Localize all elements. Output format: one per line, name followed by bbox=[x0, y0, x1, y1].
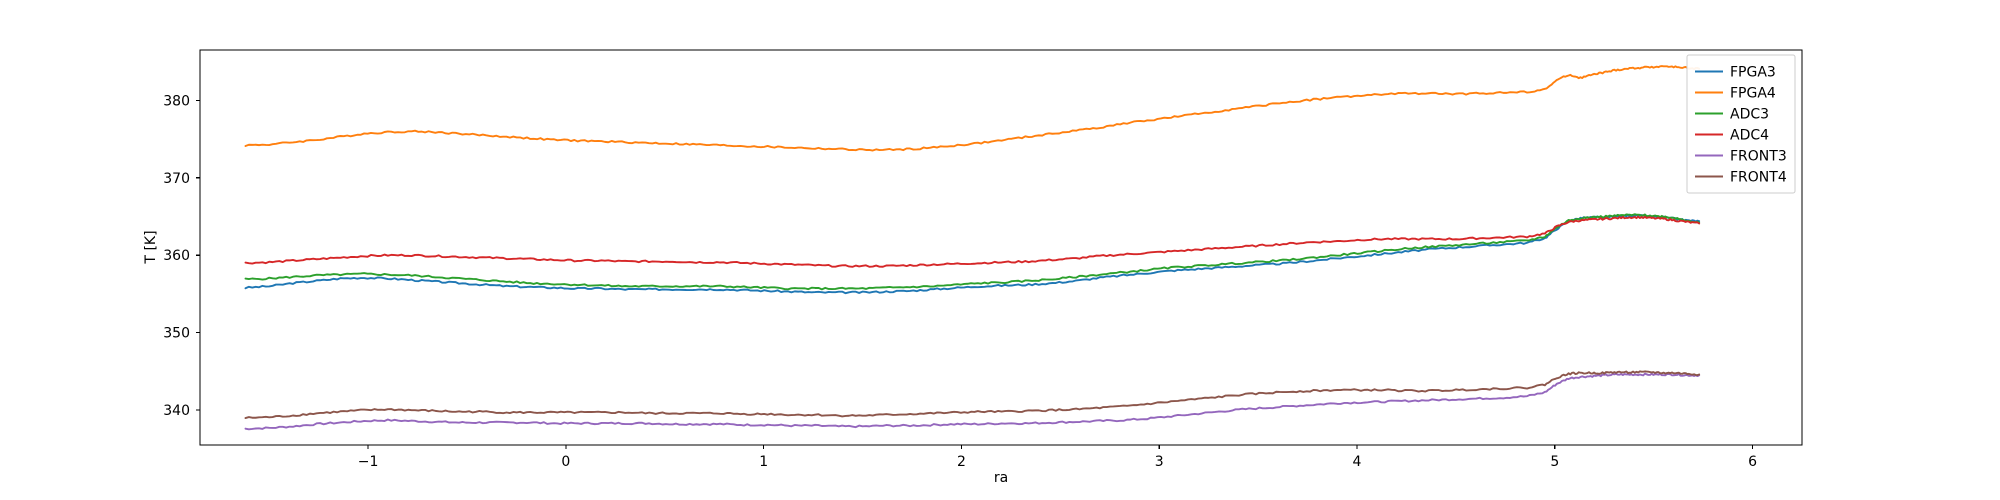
legend-label-front4[interactable]: FRONT4 bbox=[1730, 170, 1787, 186]
y-tick-label: 350 bbox=[163, 326, 190, 342]
axes-spines bbox=[199, 49, 1803, 446]
plot-border bbox=[199, 49, 1803, 446]
legend-label-front3[interactable]: FRONT3 bbox=[1730, 149, 1787, 165]
series-line-adc4 bbox=[244, 215, 1701, 268]
series-line-front4 bbox=[244, 370, 1701, 420]
y-axis-ticks: 340 350 360 370 380 bbox=[163, 93, 200, 419]
x-tick-label: 3 bbox=[1155, 454, 1164, 470]
y-axis-label: T [K] bbox=[143, 230, 159, 264]
legend-box bbox=[1686, 54, 1796, 194]
chart-legend: FPGA3 FPGA4 ADC3 ADC4 FRONT3 FRONT4 bbox=[1686, 54, 1796, 194]
x-tick-label: 2 bbox=[957, 454, 966, 470]
series-line-fpga4 bbox=[244, 65, 1701, 152]
x-tick-label: 5 bbox=[1550, 454, 1559, 470]
series-line-fpga3 bbox=[244, 214, 1701, 295]
legend-label-fpga3[interactable]: FPGA3 bbox=[1730, 65, 1776, 81]
y-tick-label: 340 bbox=[163, 403, 190, 419]
x-axis-label: ra bbox=[994, 470, 1008, 486]
series-line-adc3 bbox=[244, 213, 1701, 291]
x-tick-label: 1 bbox=[759, 454, 768, 470]
x-tick-label: −1 bbox=[358, 454, 379, 470]
series-lines bbox=[244, 65, 1701, 431]
legend-label-adc3[interactable]: ADC3 bbox=[1730, 107, 1769, 123]
x-axis-ticks: −1 0 1 2 3 4 5 6 bbox=[358, 445, 1757, 470]
series-line-front3 bbox=[244, 372, 1701, 431]
y-tick-label: 370 bbox=[163, 171, 190, 187]
y-tick-label: 380 bbox=[163, 93, 190, 109]
x-tick-label: 4 bbox=[1353, 454, 1362, 470]
y-tick-label: 360 bbox=[163, 248, 190, 264]
legend-label-adc4[interactable]: ADC4 bbox=[1730, 128, 1769, 144]
x-tick-label: 6 bbox=[1748, 454, 1757, 470]
x-tick-label: 0 bbox=[561, 454, 570, 470]
legend-label-fpga4[interactable]: FPGA4 bbox=[1730, 86, 1776, 102]
